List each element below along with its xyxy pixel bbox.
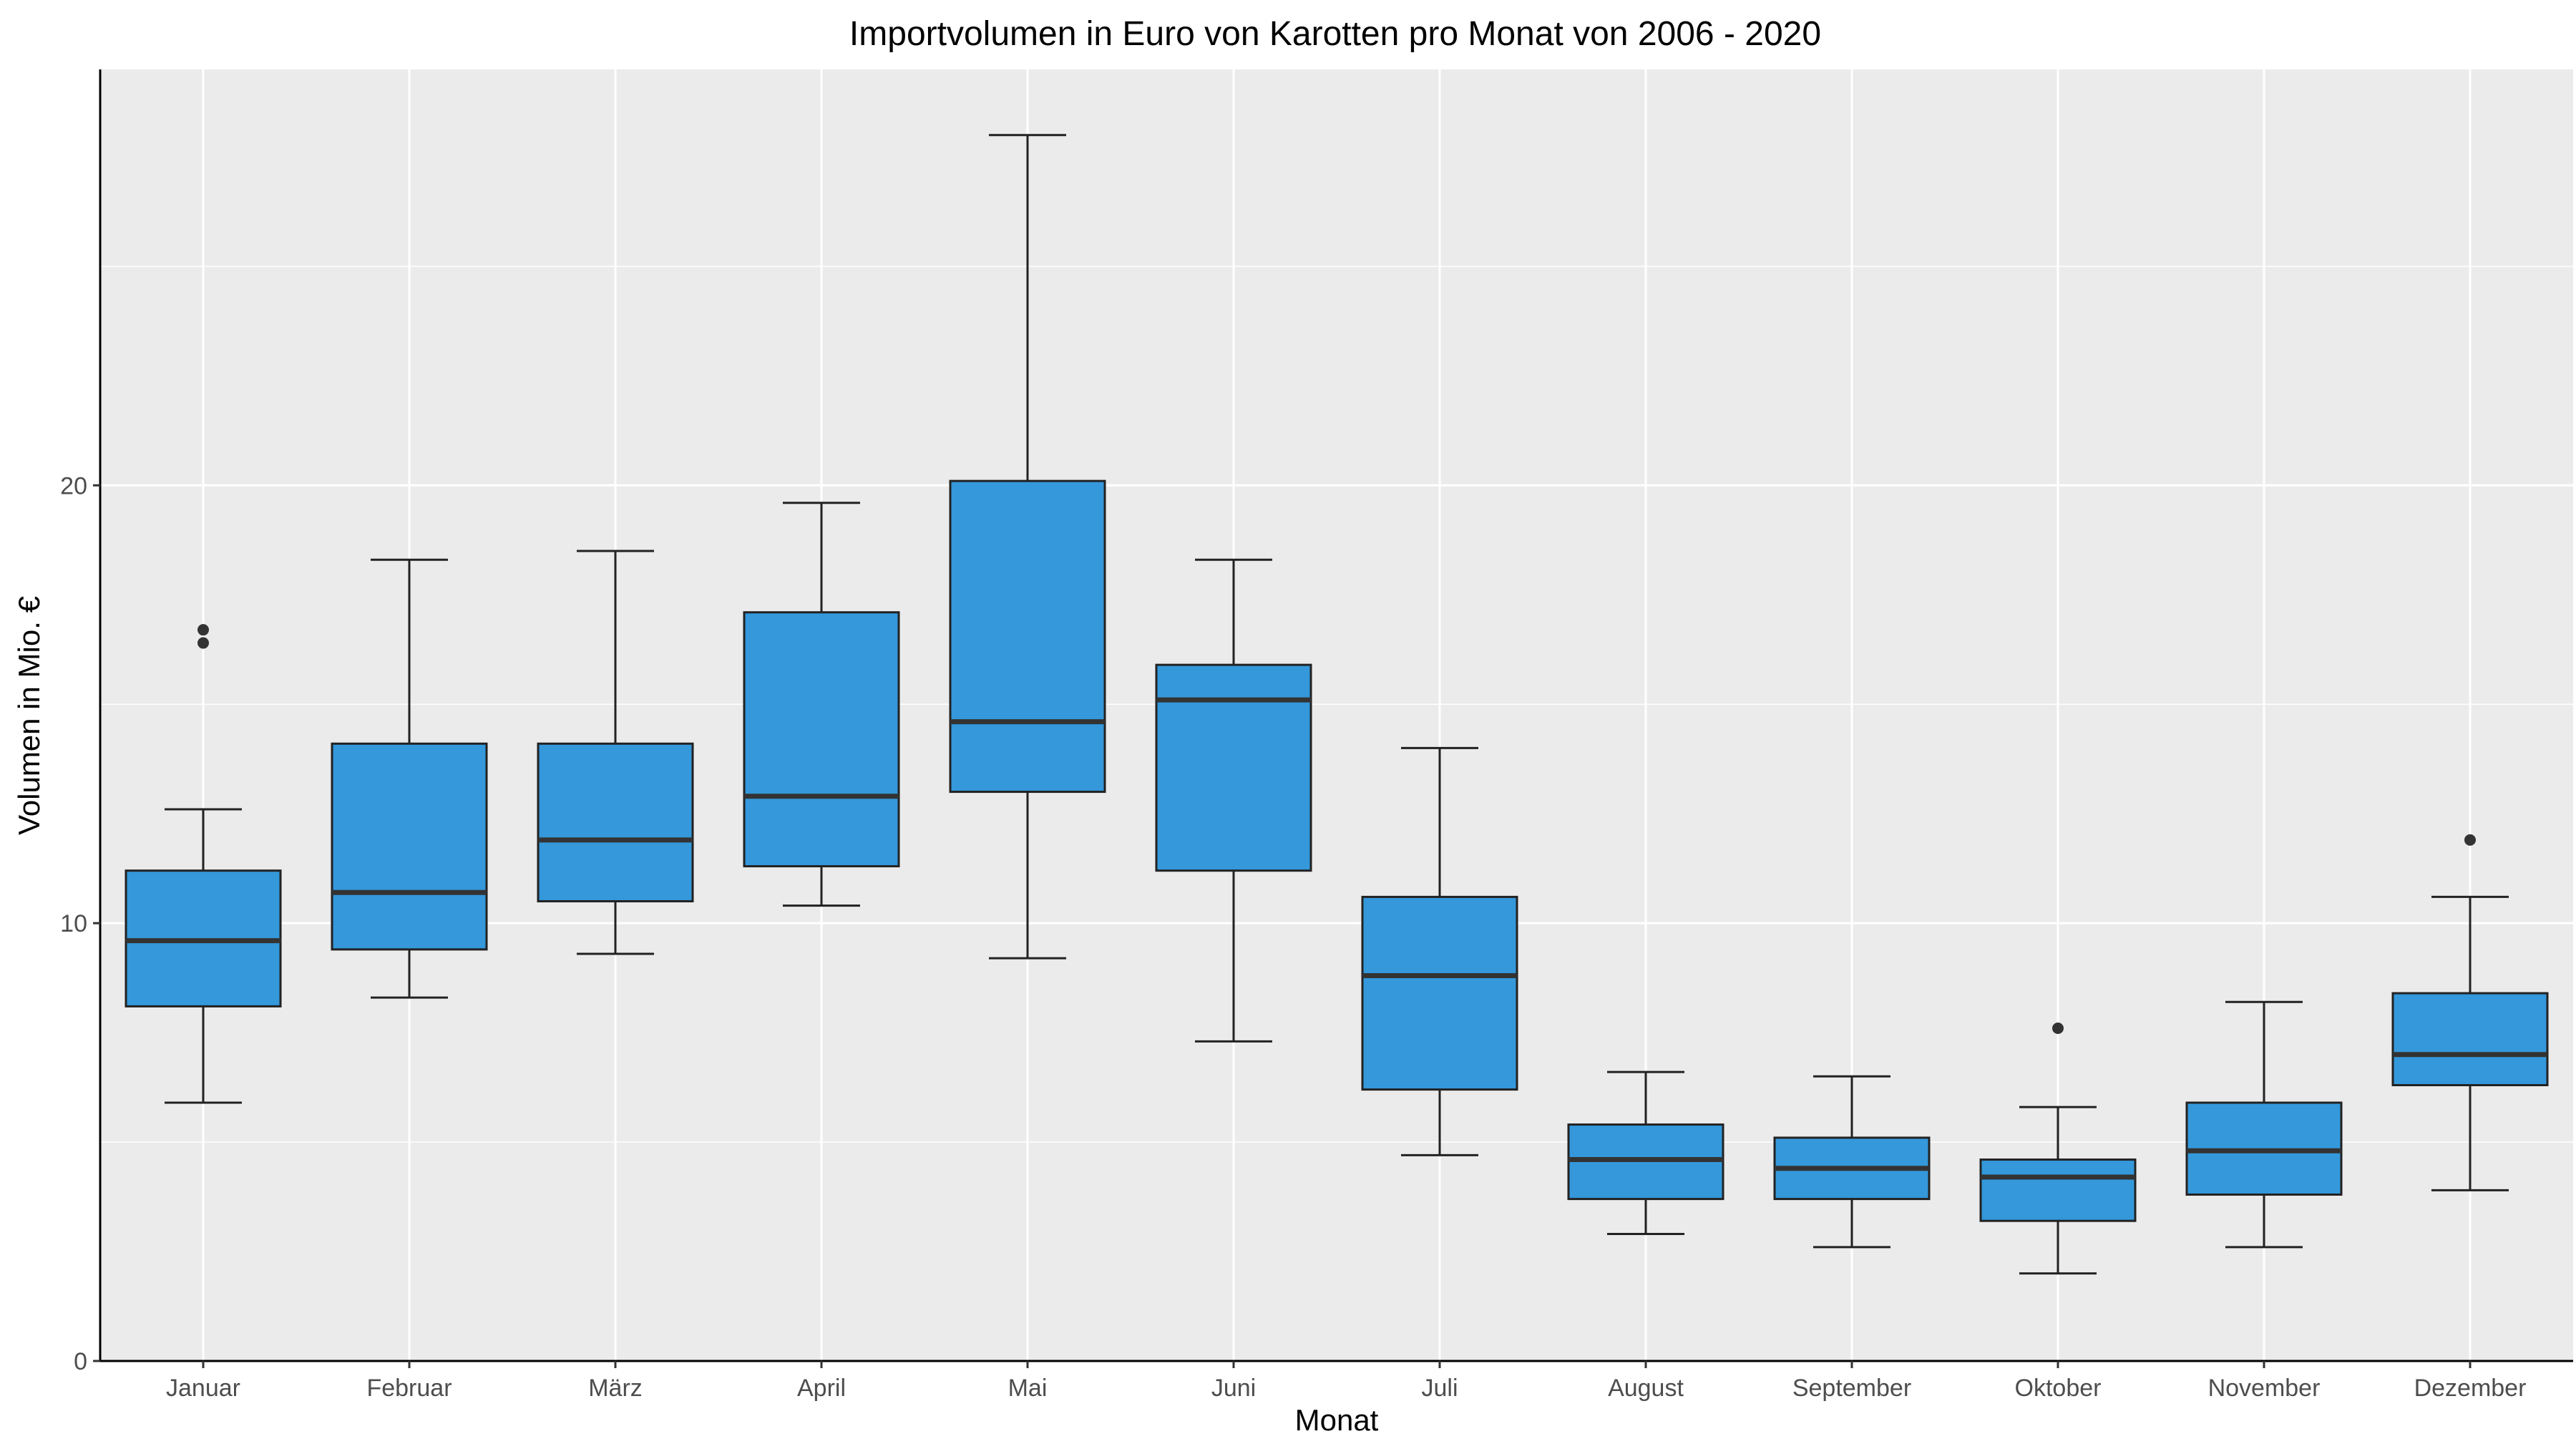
box-group: [1979, 1022, 2137, 1275]
y-tick-label: 0: [74, 1348, 87, 1375]
box-group: [537, 550, 694, 955]
iqr-box: [1155, 663, 1312, 872]
iqr-box: [331, 742, 488, 951]
box-group: [2391, 834, 2549, 1191]
box-group: [1361, 746, 1518, 1156]
x-tick-label: Juni: [1211, 1375, 1256, 1402]
iqr-box: [1361, 895, 1518, 1091]
outlier-point: [2464, 834, 2476, 846]
x-tick-label: Dezember: [2414, 1375, 2527, 1402]
x-tick-label: Oktober: [2015, 1375, 2102, 1402]
x-tick-label: November: [2208, 1375, 2321, 1402]
plot-panel: [100, 69, 2573, 1361]
outlier-point: [197, 637, 209, 649]
chart-title: Importvolumen in Euro von Karotten pro M…: [849, 15, 1821, 53]
outlier-point: [197, 624, 209, 636]
y-axis-title: Volumen in Mio. €: [12, 596, 46, 835]
x-tick-label: Februar: [366, 1375, 452, 1402]
x-tick-label: August: [1608, 1375, 1684, 1402]
box-series: [125, 134, 2549, 1275]
box-group: [743, 502, 900, 907]
box-group: [331, 558, 488, 999]
iqr-box: [949, 479, 1106, 794]
x-axis-ticks: Januar Februar März April Mai Juni Juli August S…: [166, 1361, 2526, 1402]
box-group: [949, 134, 1106, 960]
x-tick-label: Mai: [1008, 1375, 1048, 1402]
box-group: [2185, 1000, 2343, 1249]
box-group: [1155, 558, 1312, 1043]
box-group: [125, 624, 282, 1104]
iqr-box: [2391, 992, 2549, 1087]
x-tick-label: März: [588, 1375, 643, 1402]
box-group: [1773, 1075, 1931, 1249]
x-tick-label: Juli: [1421, 1375, 1458, 1402]
iqr-box: [1979, 1158, 2137, 1222]
x-axis-title: Monat: [1295, 1403, 1379, 1437]
x-tick-label: September: [1792, 1375, 1911, 1402]
iqr-box: [537, 742, 694, 903]
iqr-box: [743, 611, 900, 868]
x-tick-label: April: [797, 1375, 846, 1402]
box-group: [1567, 1070, 1724, 1236]
y-tick-label: 20: [60, 472, 87, 499]
y-axis-ticks: 0 10 20: [60, 472, 100, 1375]
outlier-point: [2052, 1022, 2064, 1034]
x-tick-label: Januar: [166, 1375, 240, 1402]
y-tick-label: 10: [60, 910, 87, 937]
